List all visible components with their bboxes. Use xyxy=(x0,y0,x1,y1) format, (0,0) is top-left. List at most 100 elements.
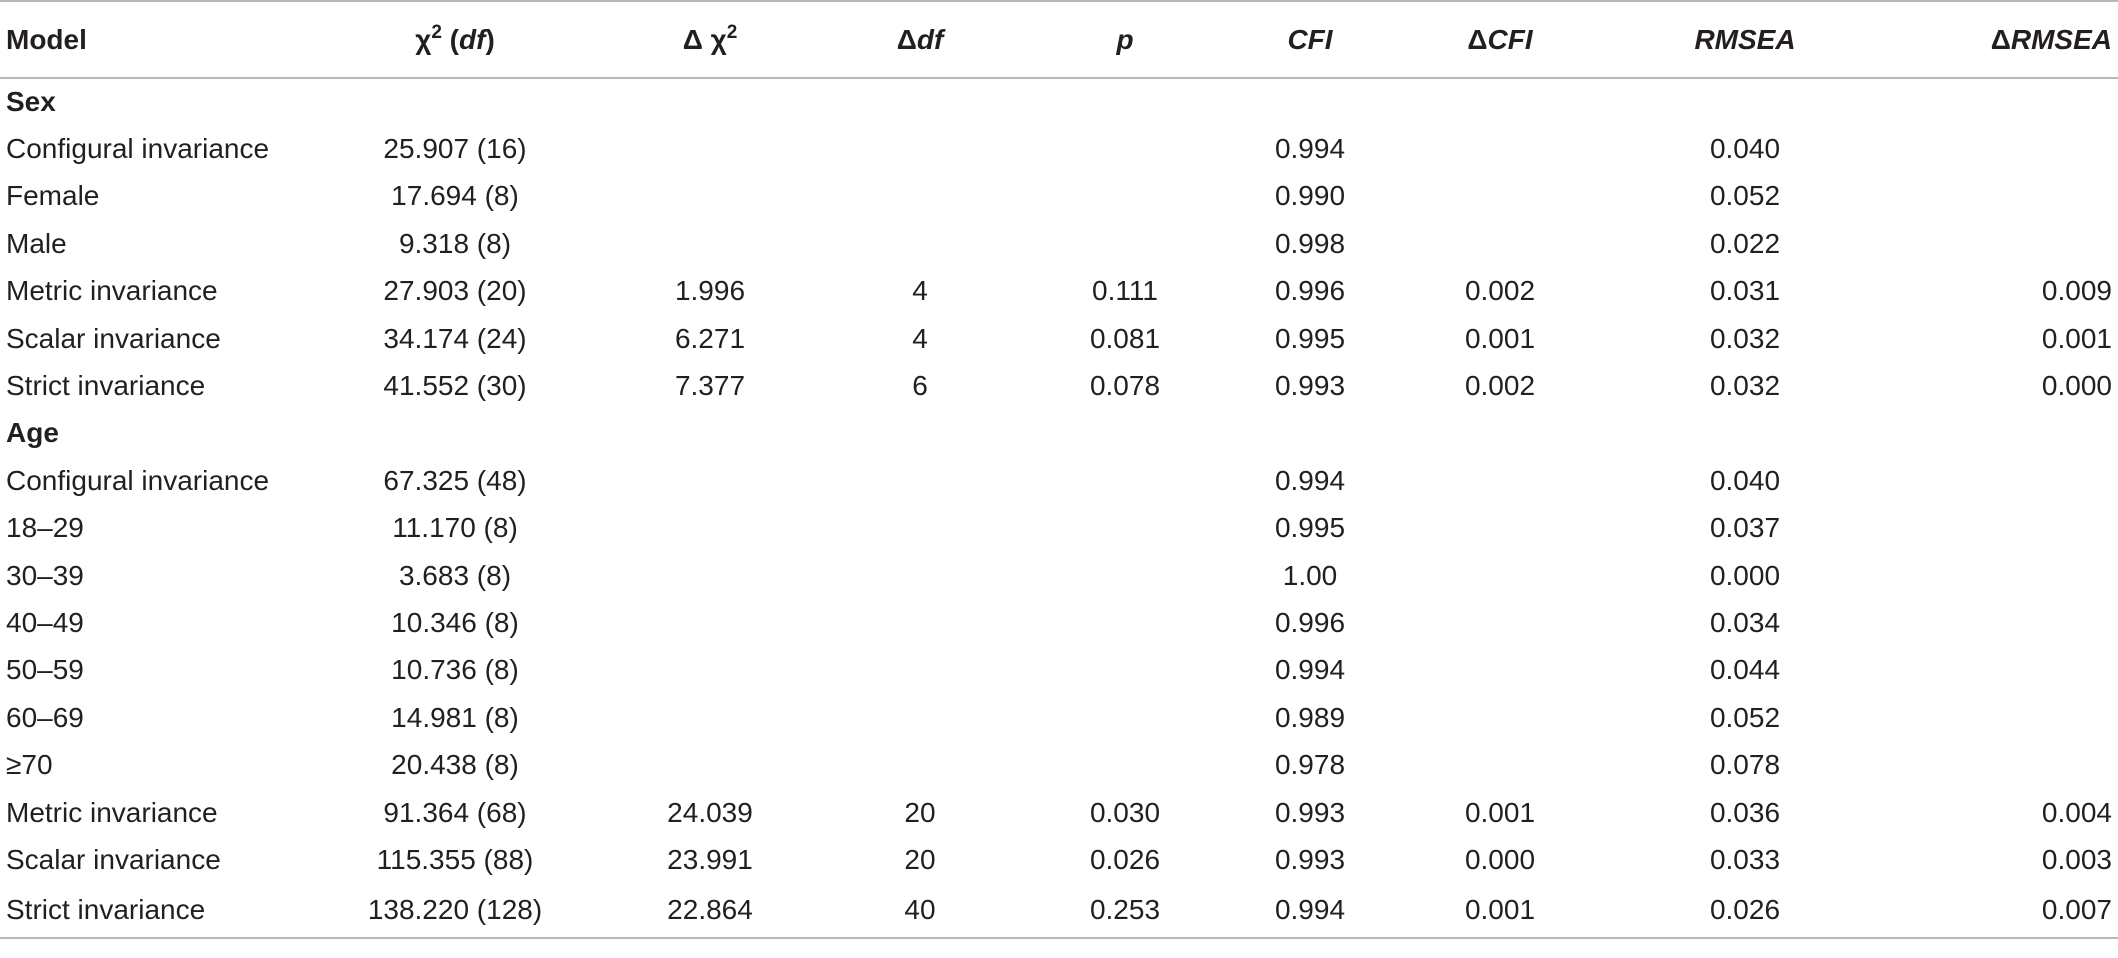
delta-cfi-cell: 0.002 xyxy=(1464,370,1536,402)
delta-df-cell xyxy=(810,552,1030,599)
cfi-cell: 0.993 xyxy=(1274,843,1346,875)
p-value-cell xyxy=(1030,552,1220,599)
rmsea-cell: 0.052 xyxy=(1709,180,1781,212)
model-cell: Scalar invariance xyxy=(6,843,221,875)
chi-square-cell: 67.325 (48) xyxy=(383,464,527,496)
col-header-delta-chi-square: Δ χ2 xyxy=(610,0,810,79)
model-cell: Metric invariance xyxy=(6,275,218,307)
delta-rmsea-cell xyxy=(1890,125,2118,172)
model-cell: Strict invariance xyxy=(6,370,206,402)
table-row: Scalar invariance 115.355 (88) 23.991 20 0.0… xyxy=(0,836,2118,883)
delta-rmsea-cell: 0.009 xyxy=(2041,275,2112,307)
delta-df-cell: 20 xyxy=(904,796,936,828)
cfi-cell: 0.994 xyxy=(1220,883,1400,939)
delta-chi-square-cell xyxy=(610,220,810,267)
table-row: 40–49 10.346 (8) 0.996 0.034 xyxy=(0,599,2118,646)
rmsea-cell: 0.000 xyxy=(1709,559,1781,591)
delta-chi-square-cell: 7.377 xyxy=(674,370,746,402)
model-cell: 50–59 xyxy=(6,654,84,686)
col-header-p: p xyxy=(1030,0,1220,79)
delta-df-cell: 40 xyxy=(810,883,1030,939)
section-header-row: Sex xyxy=(0,78,2118,125)
chi-square-cell: 20.438 (8) xyxy=(391,749,519,781)
col-header-model: Model xyxy=(0,0,300,79)
delta-df-cell xyxy=(810,125,1030,172)
p-value-cell xyxy=(1030,599,1220,646)
rmsea-cell: 0.044 xyxy=(1709,654,1781,686)
table-row: ≥70 20.438 (8) 0.978 0.078 xyxy=(0,741,2118,788)
delta-df-cell xyxy=(810,694,1030,741)
delta-cfi-cell xyxy=(1400,173,1600,220)
delta-rmsea-cell xyxy=(1890,220,2118,267)
delta-cfi-cell xyxy=(1400,552,1600,599)
section-label: Sex xyxy=(6,86,56,118)
model-cell: 18–29 xyxy=(6,512,84,544)
model-cell: 60–69 xyxy=(6,701,84,733)
delta-cfi-cell xyxy=(1400,647,1600,694)
delta-chi-square-cell xyxy=(610,599,810,646)
rmsea-cell: 0.052 xyxy=(1709,701,1781,733)
section-header-row: Age xyxy=(0,410,2118,457)
table-row: Male 9.318 (8) 0.998 0.022 xyxy=(0,220,2118,267)
delta-rmsea-cell xyxy=(1890,599,2118,646)
table-row: Female 17.694 (8) 0.990 0.052 xyxy=(0,173,2118,220)
chi-square-cell: 3.683 (8) xyxy=(398,559,512,591)
delta-chi-square-cell xyxy=(610,505,810,552)
delta-rmsea-cell xyxy=(1890,505,2118,552)
delta-df-cell xyxy=(810,647,1030,694)
delta-df-cell xyxy=(810,741,1030,788)
delta-rmsea-cell xyxy=(1890,552,2118,599)
delta-chi-square-cell: 23.991 xyxy=(667,843,753,875)
cfi-cell: 0.996 xyxy=(1274,275,1346,307)
table-row: 60–69 14.981 (8) 0.989 0.052 xyxy=(0,694,2118,741)
cfi-cell: 0.995 xyxy=(1274,512,1346,544)
delta-df-cell xyxy=(810,505,1030,552)
delta-df-cell xyxy=(810,220,1030,267)
delta-cfi-cell: 0.000 xyxy=(1464,843,1536,875)
delta-cfi-cell xyxy=(1400,505,1600,552)
table-row: Strict invariance 41.552 (30) 7.377 6 0.078 0… xyxy=(0,362,2118,409)
chi-square-cell: 41.552 (30) xyxy=(383,370,527,402)
model-cell: Female xyxy=(6,180,100,212)
delta-df-cell xyxy=(810,173,1030,220)
p-value-cell xyxy=(1030,457,1220,504)
p-value-cell xyxy=(1030,741,1220,788)
table-row: 50–59 10.736 (8) 0.994 0.044 xyxy=(0,647,2118,694)
table-row: Strict invariance 138.220 (128) 22.864 40 0.… xyxy=(0,883,2118,939)
table-body: Sex Configural invariance 25.907 (16) 0.994… xyxy=(0,78,2118,939)
col-header-chi-square: χ2 (df) xyxy=(300,0,610,79)
delta-cfi-cell: 0.001 xyxy=(1400,883,1600,939)
delta-chi-square-cell: 24.039 xyxy=(667,796,753,828)
rmsea-cell: 0.037 xyxy=(1709,512,1781,544)
chi-square-cell: 27.903 (20) xyxy=(383,275,527,307)
delta-cfi-cell xyxy=(1400,741,1600,788)
model-cell: Scalar invariance xyxy=(6,322,221,354)
delta-chi-square-cell: 6.271 xyxy=(674,322,746,354)
cfi-cell: 0.998 xyxy=(1274,227,1346,259)
delta-rmsea-cell: 0.000 xyxy=(2041,370,2112,402)
chi-square-cell: 10.736 (8) xyxy=(391,654,519,686)
p-value-cell: 0.253 xyxy=(1030,883,1220,939)
delta-chi-square-cell xyxy=(610,173,810,220)
rmsea-cell: 0.040 xyxy=(1709,133,1781,165)
cfi-cell: 0.993 xyxy=(1274,796,1346,828)
delta-df-cell xyxy=(810,599,1030,646)
delta-df-cell: 4 xyxy=(912,275,928,307)
delta-cfi-cell xyxy=(1400,457,1600,504)
col-header-delta-rmsea: ΔRMSEA xyxy=(1890,0,2118,79)
cfi-cell: 0.995 xyxy=(1274,322,1346,354)
table-row: 18–29 11.170 (8) 0.995 0.037 xyxy=(0,505,2118,552)
chi-square-cell: 9.318 (8) xyxy=(398,227,512,259)
delta-rmsea-cell xyxy=(1890,694,2118,741)
chi-square-cell: 34.174 (24) xyxy=(383,322,527,354)
p-value-cell: 0.078 xyxy=(1089,370,1161,402)
delta-df-cell: 4 xyxy=(912,322,928,354)
delta-chi-square-cell: 22.864 xyxy=(610,883,810,939)
delta-cfi-cell xyxy=(1400,220,1600,267)
rmsea-cell: 0.032 xyxy=(1709,370,1781,402)
delta-df-cell: 6 xyxy=(912,370,928,402)
delta-chi-square-cell xyxy=(610,457,810,504)
rmsea-cell: 0.040 xyxy=(1709,464,1781,496)
table-row: Configural invariance 25.907 (16) 0.994 0.0… xyxy=(0,125,2118,172)
